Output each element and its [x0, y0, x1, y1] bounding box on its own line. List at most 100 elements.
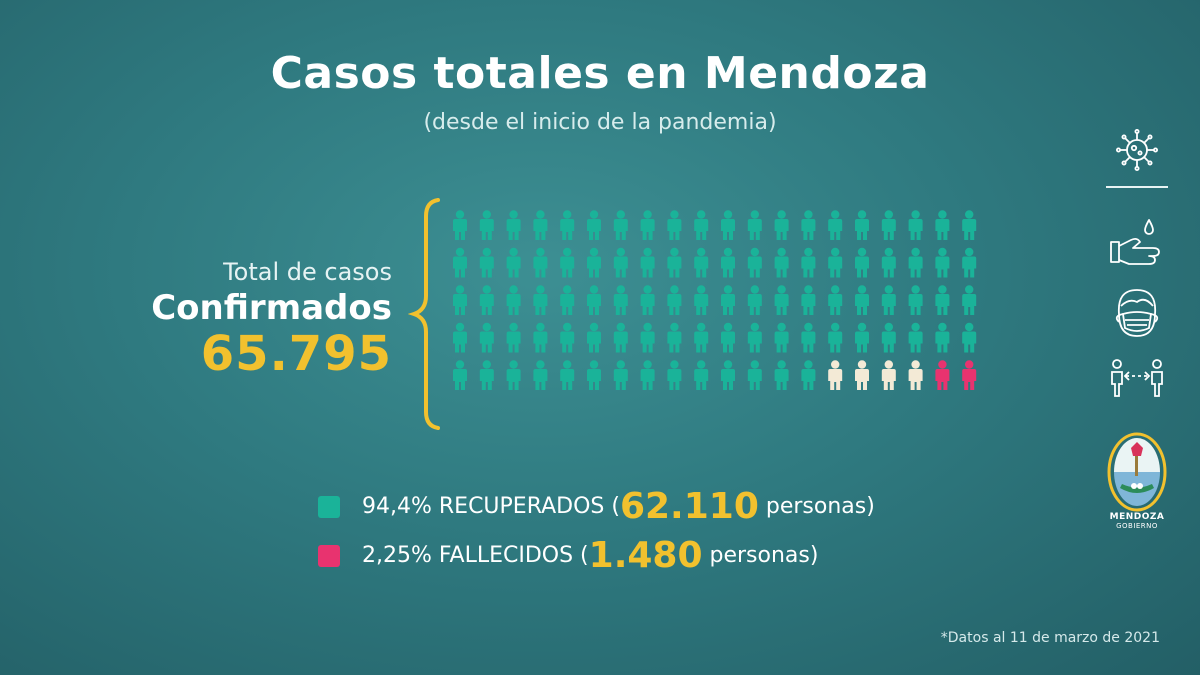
person-icon-recovered [533, 247, 548, 278]
person-icon-recovered [747, 210, 762, 240]
person-icon-recovered [453, 322, 467, 353]
person-icon-recovered [828, 247, 843, 278]
person-icon-recovered [801, 322, 816, 353]
person-icon-recovered [667, 322, 682, 353]
person-icon-recovered [453, 210, 467, 240]
person-icon-recovered [587, 210, 601, 240]
person-icon-recovered [533, 360, 548, 390]
person-icon-recovered [613, 210, 628, 240]
person-icon-recovered [640, 360, 655, 390]
person-icon-recovered [747, 360, 762, 390]
person-icon-recovered [506, 210, 521, 240]
person-icon-recovered [587, 360, 601, 390]
person-icon-recovered [640, 285, 655, 315]
person-icon-recovered [694, 322, 709, 353]
person-icon-recovered [881, 210, 896, 240]
person-icon-recovered [560, 247, 575, 278]
person-icon-deceased [935, 360, 950, 390]
footnote: *Datos al 11 de marzo de 2021 [940, 630, 1160, 646]
person-icon-recovered [453, 247, 467, 278]
person-icon-other [908, 360, 923, 390]
person-icon-recovered [560, 322, 575, 353]
person-icon-recovered [694, 360, 709, 390]
person-icon-recovered [801, 247, 816, 278]
confirmed-value: 65.795 [200, 326, 392, 382]
person-icon-other [828, 360, 843, 390]
person-icon-recovered [774, 322, 789, 353]
legend-deceased-number: 1.480 [588, 535, 703, 576]
person-icon-recovered [747, 322, 762, 353]
person-icon-recovered [533, 210, 548, 240]
person-icon-recovered [881, 322, 896, 353]
person-icon-recovered [774, 360, 789, 390]
person-icon-recovered [721, 210, 735, 240]
page-subtitle: (desde el inicio de la pandemia) [423, 110, 777, 135]
legend-deceased: 2,25% FALLECIDOS (1.480 personas) [318, 535, 818, 576]
person-icon-recovered [855, 210, 869, 240]
person-icon-recovered [587, 285, 601, 315]
person-icon-recovered [506, 322, 521, 353]
icon-separator [1106, 186, 1168, 188]
person-icon-recovered [908, 322, 923, 353]
person-icon-recovered [721, 360, 735, 390]
person-icon-other [881, 360, 896, 390]
legend-deceased-suffix: personas) [702, 543, 819, 568]
confirmed-label: Confirmados [151, 288, 392, 328]
curly-brace [408, 198, 440, 430]
person-icon-recovered [479, 247, 494, 278]
person-icon-recovered [560, 210, 575, 240]
person-icon-recovered [640, 322, 655, 353]
person-icon-recovered [667, 360, 682, 390]
legend-recovered-number: 62.110 [619, 486, 759, 527]
social-distance-icon [1111, 359, 1163, 397]
person-icon-recovered [774, 285, 789, 315]
person-icon-recovered [721, 285, 735, 315]
person-icon-recovered [908, 285, 923, 315]
person-icon-recovered [908, 247, 923, 278]
person-icon-recovered [453, 285, 467, 315]
legend-recovered-text: 94,4% RECUPERADOS ( [362, 494, 620, 519]
person-icon-recovered [935, 322, 950, 353]
page-title: Casos totales en Mendoza [270, 48, 930, 99]
person-icon-recovered [694, 210, 709, 240]
person-icon-recovered [962, 285, 977, 315]
person-icon-recovered [962, 247, 977, 278]
legend-recovered: 94,4% RECUPERADOS (62.110 personas) [318, 486, 875, 527]
hand-wash-icon [1110, 219, 1160, 265]
person-icon-recovered [560, 285, 575, 315]
person-icon-recovered [721, 247, 735, 278]
person-icon-recovered [801, 360, 816, 390]
person-icon-recovered [587, 247, 601, 278]
pictogram-chart [453, 210, 977, 390]
person-icon-recovered [506, 360, 521, 390]
person-icon-recovered [774, 210, 789, 240]
legend-recovered-suffix: personas) [758, 494, 875, 519]
person-icon-recovered [533, 322, 548, 353]
person-icon-recovered [747, 285, 762, 315]
person-icon-recovered [667, 285, 682, 315]
person-icon-recovered [935, 285, 950, 315]
person-icon-recovered [613, 247, 628, 278]
person-icon-deceased [962, 360, 977, 390]
person-icon-recovered [855, 247, 869, 278]
person-icon-recovered [667, 247, 682, 278]
person-icon-recovered [453, 360, 467, 390]
person-icon-recovered [828, 322, 843, 353]
person-icon-recovered [640, 210, 655, 240]
person-icon-recovered [828, 285, 843, 315]
person-icon-recovered [721, 322, 735, 353]
face-mask-icon [1115, 289, 1159, 337]
person-icon-recovered [935, 210, 950, 240]
person-icon-recovered [855, 322, 869, 353]
person-icon-recovered [908, 210, 923, 240]
person-icon-recovered [479, 210, 494, 240]
person-icon-recovered [801, 285, 816, 315]
virus-icon [1115, 128, 1159, 172]
person-icon-recovered [587, 322, 601, 353]
person-icon-recovered [667, 210, 682, 240]
total-block: Total de casos Confirmados 65.795 [151, 258, 392, 382]
person-icon-recovered [560, 360, 575, 390]
person-icon-recovered [533, 285, 548, 315]
person-icon-recovered [935, 247, 950, 278]
person-icon-other [855, 360, 869, 390]
